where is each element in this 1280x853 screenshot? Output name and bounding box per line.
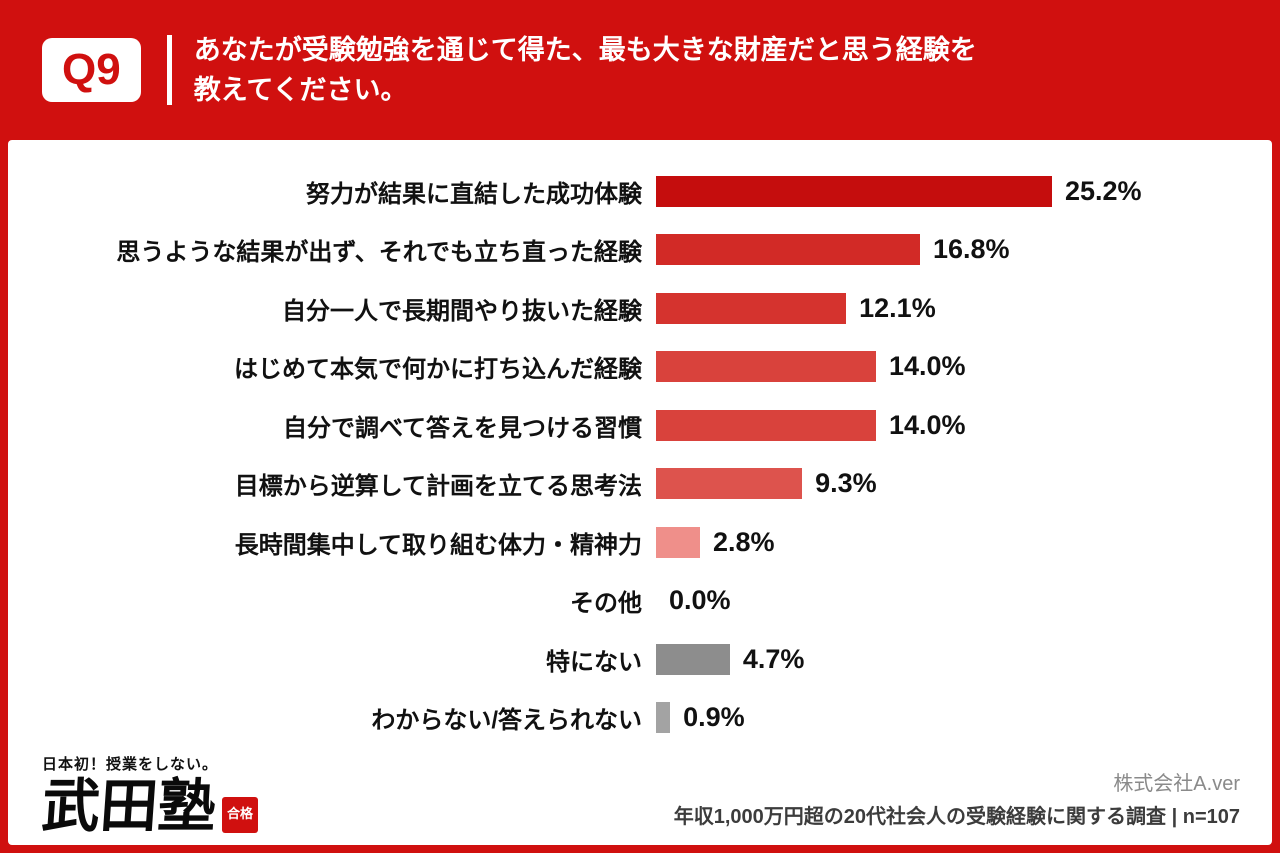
value-label: 9.3% xyxy=(815,468,877,499)
category-label: 自分で調べて答えを見つける習慣 xyxy=(282,414,642,442)
chart-rows: 努力が結果に直結した成功体験 25.2% 思うような結果が出ず、それでも立ち直った経… xyxy=(8,162,1272,747)
bar-track: 2.8% xyxy=(656,526,1272,558)
chart-row: はじめて本気で何かに打ち込んだ経験 14.0% xyxy=(8,338,1272,397)
category-label: 努力が結果に直結した成功体験 xyxy=(306,180,642,208)
question-line-2: 教えてください。 xyxy=(193,75,408,105)
takeda-juku-logo: 武田塾 xyxy=(39,772,219,841)
question-text: あなたが受験勉強を通じて得た、最も大きな財産だと思う経験を 教えてください。 xyxy=(194,30,977,111)
category-label: その他 xyxy=(570,590,642,618)
category-label: 特にない xyxy=(546,648,642,676)
question-line-1: あなたが受験勉強を通じて得た、最も大きな財産だと思う経験を xyxy=(193,34,977,65)
value-label: 4.7% xyxy=(742,643,805,674)
chart-row: 努力が結果に直結した成功体験 25.2% xyxy=(8,162,1272,221)
bar xyxy=(656,409,876,441)
chart-row: その他 0.0% xyxy=(8,572,1272,631)
logo-seal-stamp: 合格 xyxy=(222,796,259,833)
header-divider xyxy=(166,35,172,105)
value-label: 14.0% xyxy=(889,409,966,440)
bar xyxy=(656,526,700,558)
value-label: 14.0% xyxy=(889,351,966,382)
logo-block: 日本初！授業をしない。 武田塾 合格 xyxy=(39,753,259,841)
bar xyxy=(656,292,847,324)
value-label: 16.8% xyxy=(933,234,1010,265)
bar xyxy=(656,175,1052,207)
chart-row: わからない/答えられない 0.9% xyxy=(8,689,1272,748)
bar-track: 14.0% xyxy=(656,409,1272,441)
category-label: わからない/答えられない xyxy=(371,707,642,735)
bar xyxy=(656,351,876,383)
category-label: 自分一人で長期間やり抜いた経験 xyxy=(282,297,642,325)
value-label: 25.2% xyxy=(1065,175,1142,206)
chart-row: 思うような結果が出ず、それでも立ち直った経験 16.8% xyxy=(8,221,1272,280)
bar-track: 0.0% xyxy=(656,585,1272,616)
bar-track: 0.9% xyxy=(656,702,1272,734)
logo-tagline: 日本初！授業をしない。 xyxy=(42,756,219,774)
category-label: 長時間集中して取り組む体力・精神力 xyxy=(234,531,642,559)
bar xyxy=(656,702,671,734)
bar-track: 12.1% xyxy=(656,292,1272,324)
bar-track: 25.2% xyxy=(656,175,1272,207)
bar xyxy=(656,643,730,675)
chart-panel: 努力が結果に直結した成功体験 25.2% 思うような結果が出ず、それでも立ち直った経… xyxy=(8,140,1272,845)
chart-row: 自分一人で長期間やり抜いた経験 12.1% xyxy=(8,279,1272,338)
chart-row: 特にない 4.7% xyxy=(8,630,1272,689)
bar-track: 4.7% xyxy=(656,643,1272,675)
category-label: 思うような結果が出ず、それでも立ち直った経験 xyxy=(116,239,642,267)
bar-track: 14.0% xyxy=(656,351,1272,383)
bar xyxy=(656,468,803,500)
bar-track: 16.8% xyxy=(656,234,1272,266)
chart-row: 長時間集中して取り組む体力・精神力 2.8% xyxy=(8,513,1272,572)
survey-source: 年収1,000万円超の20代社会人の受験経験に関する調査 | n=107 xyxy=(673,806,1240,828)
chart-row: 目標から逆算して計画を立てる思考法 9.3% xyxy=(8,455,1272,514)
category-label: 目標から逆算して計画を立てる思考法 xyxy=(234,473,642,501)
value-label: 0.0% xyxy=(669,585,731,616)
chart-row: 自分で調べて答えを見つける習慣 14.0% xyxy=(8,396,1272,455)
value-label: 12.1% xyxy=(859,292,936,323)
header: Q9 あなたが受験勉強を通じて得た、最も大きな財産だと思う経験を 教えてください… xyxy=(0,0,1280,140)
bar-track: 9.3% xyxy=(656,468,1272,500)
credit-block: 株式会社A.ver 年収1,000万円超の20代社会人の受験経験に関する調査 |… xyxy=(674,767,1240,829)
question-number-badge: Q9 xyxy=(42,37,141,103)
bar xyxy=(656,234,920,266)
value-label: 2.8% xyxy=(713,526,775,557)
company-name: 株式会社A.ver xyxy=(1113,773,1240,795)
value-label: 0.9% xyxy=(683,702,745,733)
logo-row: 武田塾 合格 xyxy=(39,772,259,841)
category-label: はじめて本気で何かに打ち込んだ経験 xyxy=(234,356,642,384)
